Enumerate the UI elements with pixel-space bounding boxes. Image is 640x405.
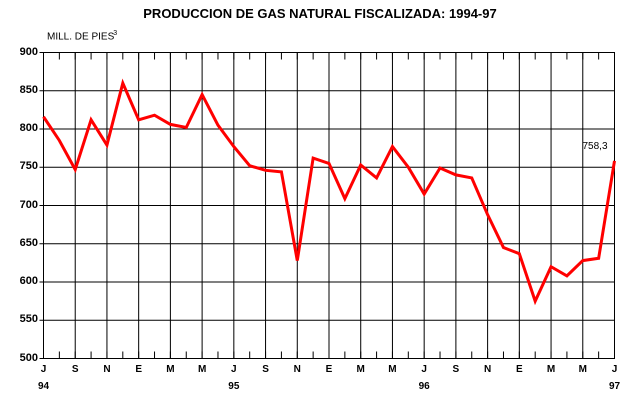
x-axis-tick-label: M [578, 364, 587, 375]
y-axis-tick-label: 600 [19, 275, 38, 287]
x-axis-tick-label: M [356, 364, 365, 375]
x-axis-tick-label: S [71, 364, 79, 375]
x-axis-tick-label: M [197, 364, 207, 375]
x-axis-tick-label: N [483, 364, 492, 375]
x-axis-tick-label: J [421, 364, 427, 375]
y-axis-unit-superscript: 3 [113, 30, 118, 37]
y-axis-tick-label: 800 [19, 122, 38, 134]
x-axis-tick-label: E [135, 364, 142, 375]
x-axis-tick-label: J [611, 364, 618, 375]
x-axis-tick-label: J [40, 364, 47, 375]
x-axis-tick-label: N [103, 364, 111, 375]
x-axis-tick-label: J [231, 364, 237, 375]
y-axis-tick-label: 650 [19, 236, 38, 249]
y-axis-unit-label: MILL. DE PIES3 [47, 30, 117, 42]
x-axis-year-label: 97 [608, 381, 621, 392]
x-axis-tick-label: E [325, 364, 333, 375]
x-axis-tick-label: S [262, 364, 269, 375]
y-axis-tick-label: 850 [19, 83, 38, 96]
x-axis-year-label: 94 [37, 381, 50, 392]
chart-title: PRODUCCION DE GAS NATURAL FISCALIZADA: 1… [143, 6, 497, 21]
y-axis-tick-label: 700 [19, 198, 38, 211]
x-axis-tick-label: M [166, 364, 175, 375]
x-axis-tick-label: N [293, 364, 301, 375]
x-axis-tick-label: E [515, 364, 523, 375]
x-axis-tick-label: M [388, 364, 397, 375]
x-axis-tick-label: M [546, 364, 556, 375]
y-axis-tick-label: 750 [19, 160, 38, 173]
x-axis-year-label: 96 [418, 381, 430, 392]
y-axis-unit-text: MILL. DE PIES [47, 31, 115, 43]
data-series-line [42, 78, 616, 306]
y-axis-tick-label: 900 [19, 45, 38, 58]
y-axis-tick-label: 500 [19, 351, 38, 364]
plot-frame [43, 52, 615, 359]
y-axis-tick-label: 550 [19, 313, 38, 326]
x-axis-year-label: 95 [228, 381, 240, 392]
end-value-annotation: 758,3 [582, 140, 608, 152]
x-axis-tick-label: S [452, 364, 460, 375]
